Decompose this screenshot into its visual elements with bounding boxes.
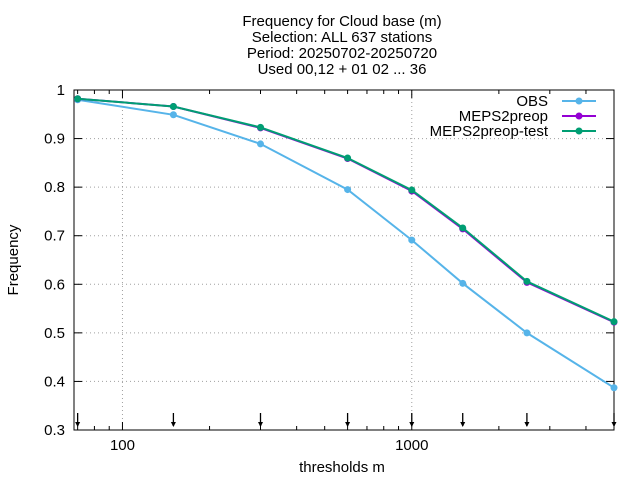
threshold-marker-arrow <box>170 422 176 427</box>
data-point <box>169 103 177 111</box>
data-point <box>459 279 467 287</box>
x-axis-label: thresholds m <box>299 459 385 476</box>
legend-swatch-marker <box>575 112 583 120</box>
threshold-marker-arrow <box>257 422 263 427</box>
data-point <box>523 277 531 285</box>
threshold-marker-arrow <box>460 422 466 427</box>
legend-label: MEPS2preop-test <box>430 123 549 140</box>
data-point <box>344 186 352 194</box>
data-point <box>169 111 177 119</box>
data-point <box>523 329 531 337</box>
plot-frame <box>73 89 615 431</box>
data-point <box>610 318 618 326</box>
data-point <box>344 154 352 162</box>
data-point <box>74 95 82 103</box>
y-axis-label: Frequency <box>5 224 22 295</box>
y-tick-label: 0.6 <box>44 276 65 293</box>
legend-label: OBS <box>516 93 548 110</box>
data-point <box>610 384 618 392</box>
y-tick-label: 0.4 <box>44 373 65 390</box>
y-tick-label: 0.7 <box>44 228 65 245</box>
threshold-marker-arrow <box>611 422 617 427</box>
series-line <box>77 97 615 323</box>
chart-title-line: Period: 20250702-20250720 <box>247 45 437 62</box>
x-tick-label: 100 <box>110 437 135 454</box>
chart-title: Frequency for Cloud base (m) Selection: … <box>242 13 441 78</box>
plot-series <box>74 95 618 392</box>
y-tick-label: 0.9 <box>44 131 65 148</box>
chart-title-line: Frequency for Cloud base (m) <box>242 13 441 30</box>
threshold-marker-arrow <box>75 422 81 427</box>
y-tick-label: 0.8 <box>44 179 65 196</box>
x-tick-label: 1000 <box>395 437 428 454</box>
threshold-marker-arrow <box>345 422 351 427</box>
legend-swatch-marker <box>575 127 583 135</box>
y-tick-label: 1 <box>57 82 65 99</box>
threshold-marker-arrow <box>409 422 415 427</box>
chart-title-line: Used 00,12 + 01 02 ... 36 <box>258 61 427 78</box>
grid <box>74 90 614 430</box>
series-line <box>77 98 615 389</box>
data-point <box>256 123 264 131</box>
legend-label: MEPS2preop <box>459 108 548 125</box>
data-point <box>256 140 264 148</box>
data-point <box>459 224 467 232</box>
data-point <box>408 236 416 244</box>
axes: 0.3 0.4 0.5 0.6 0.7 0.8 0.9 1 100 1000 <box>44 82 617 454</box>
y-tick-label: 0.3 <box>44 422 65 439</box>
threshold-marker-arrow <box>524 422 530 427</box>
legend-swatch-marker <box>575 97 583 105</box>
y-tick-label: 0.5 <box>44 325 65 342</box>
chart-title-line: Selection: ALL 637 stations <box>252 29 432 46</box>
data-point <box>408 186 416 194</box>
